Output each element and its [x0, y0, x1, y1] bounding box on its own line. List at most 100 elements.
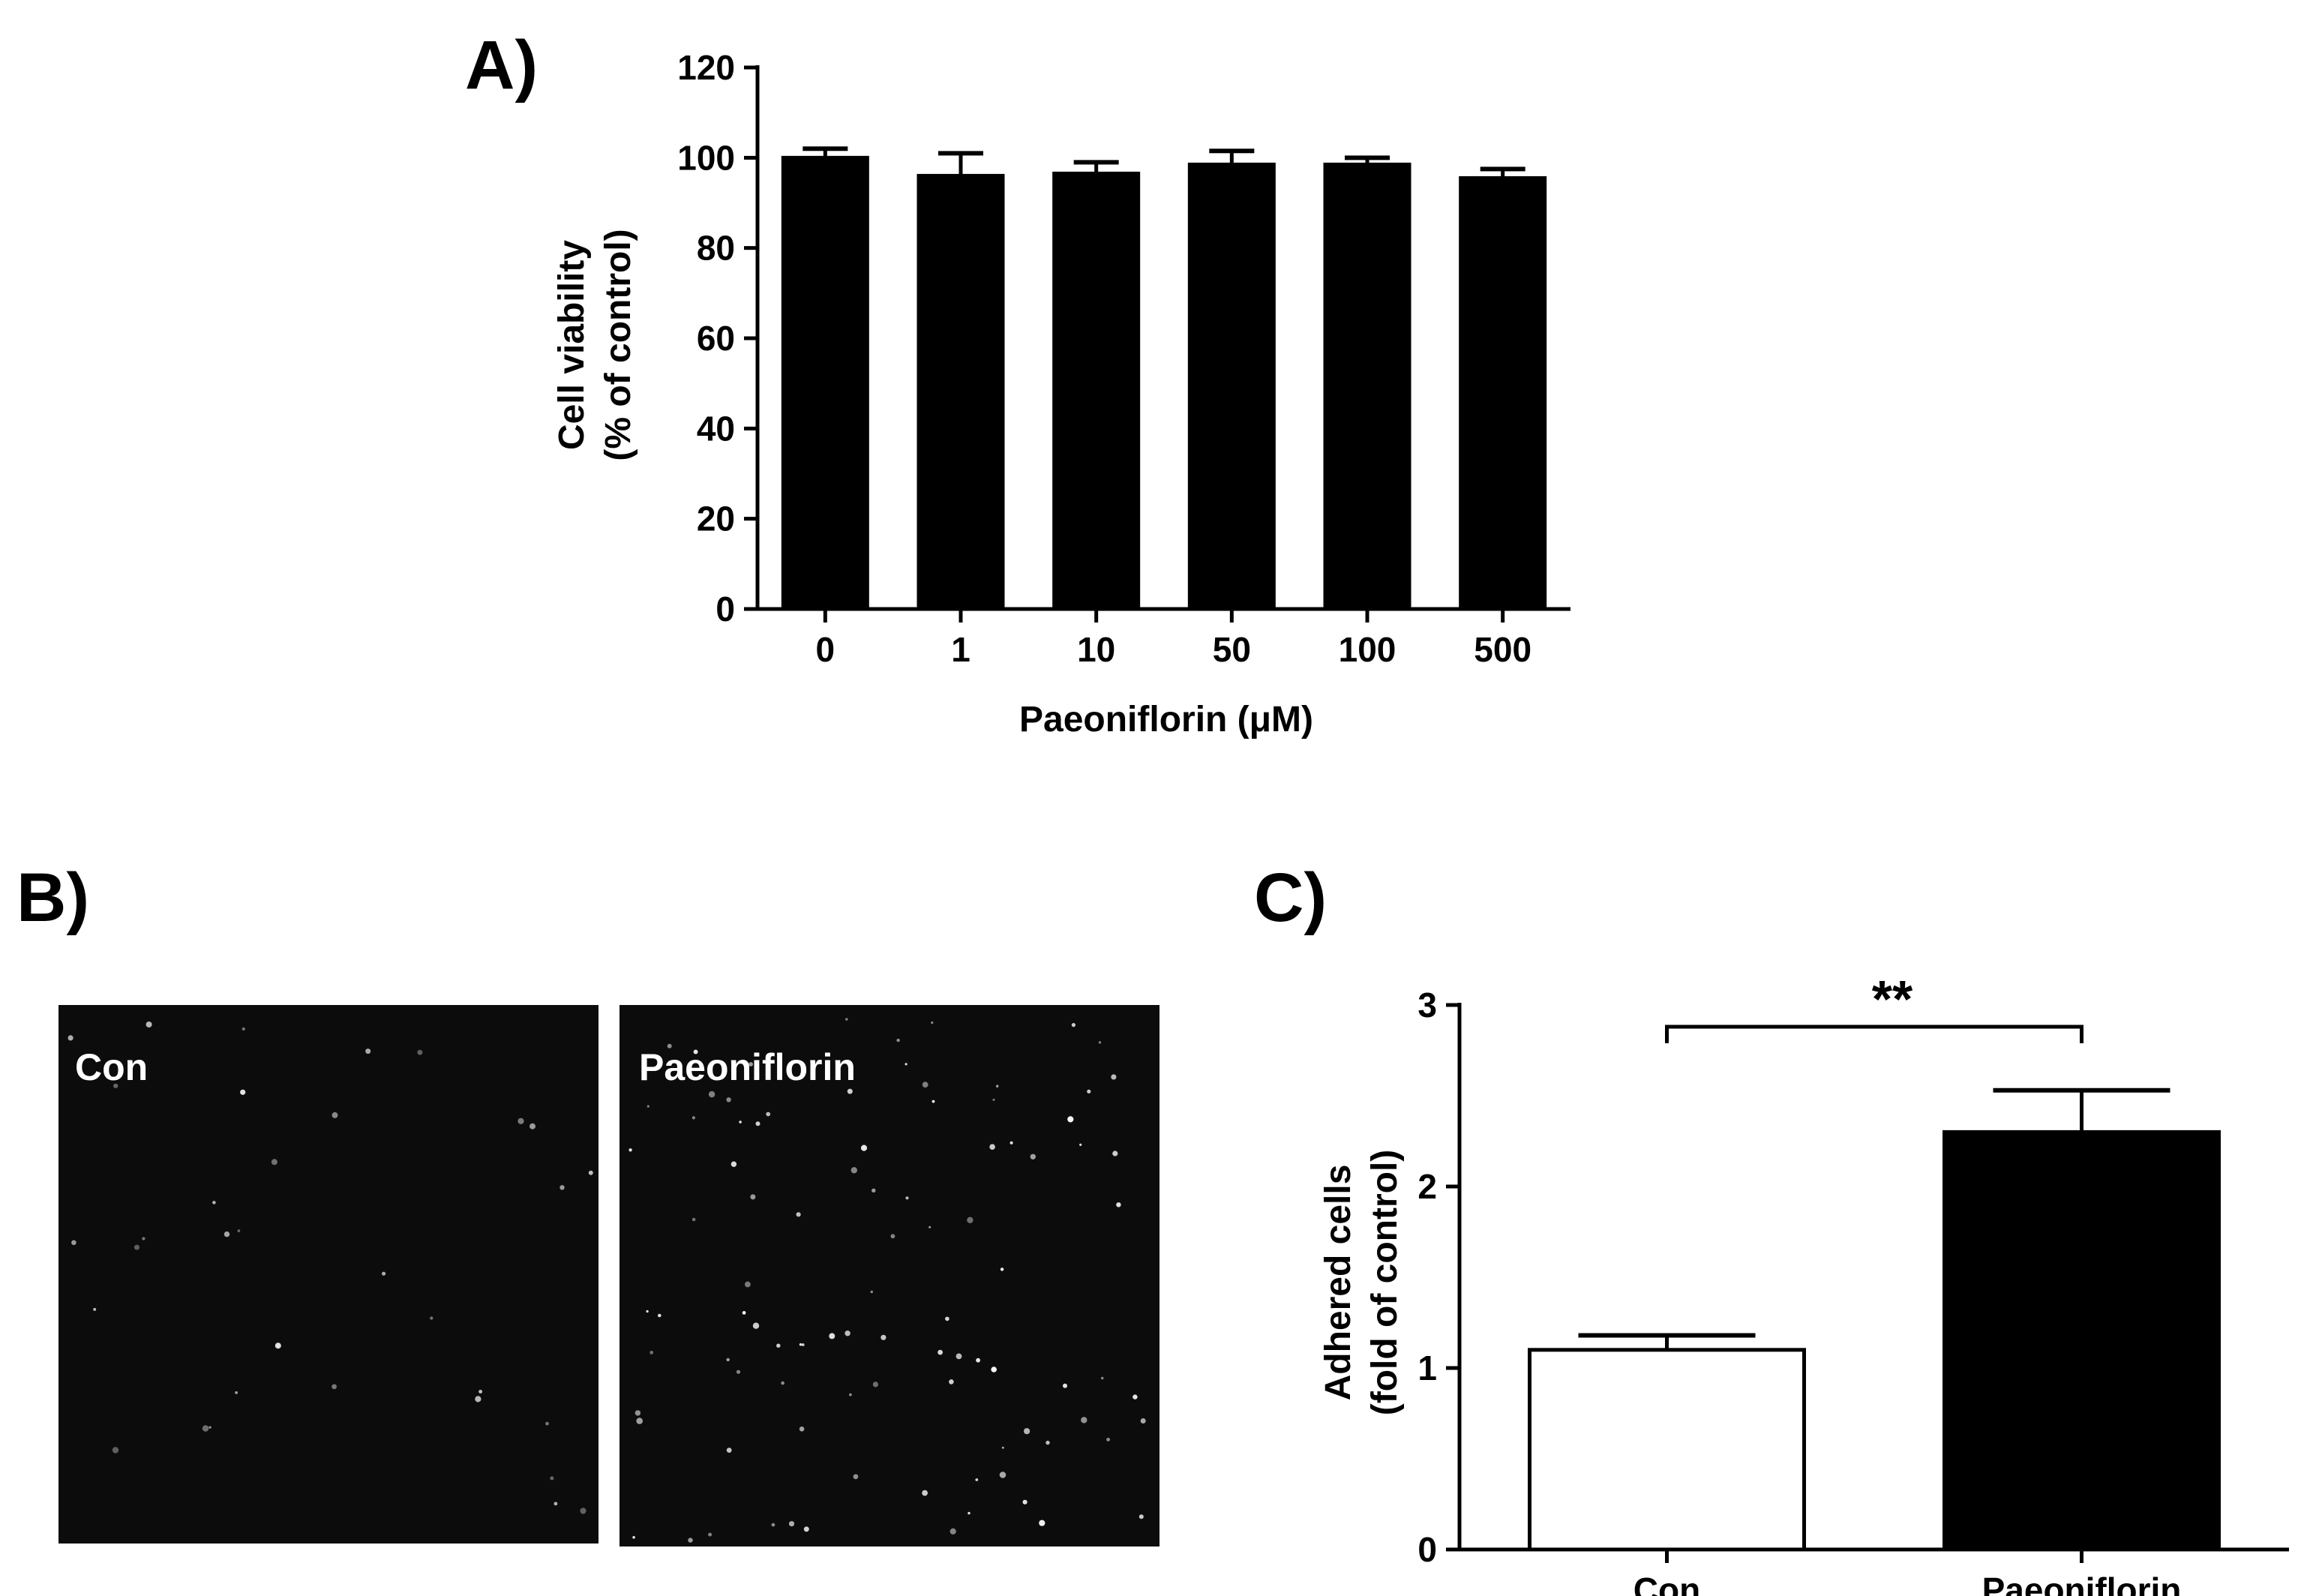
panel-label-c: C) [1254, 860, 1327, 936]
cell-dot [1039, 1520, 1046, 1526]
chart-a-y-tick-label: 40 [697, 409, 735, 448]
cell-dot [1010, 1141, 1013, 1144]
cell-dot [636, 1418, 643, 1424]
panel-label-b: B) [16, 860, 89, 936]
cell-dot [766, 1112, 771, 1117]
cell-dot [708, 1090, 716, 1098]
cell-dot [1000, 1268, 1004, 1271]
cell-dot [730, 1161, 737, 1167]
cell-dot [976, 1358, 980, 1363]
cell-dot [646, 1105, 650, 1108]
cell-dot [726, 1097, 731, 1102]
micrograph-con-label: Con [75, 1046, 148, 1088]
cell-dot [1140, 1418, 1146, 1424]
cell-dot [658, 1313, 662, 1318]
chart-a-x-tick-label: 100 [1339, 630, 1396, 669]
cell-dot [928, 1226, 932, 1228]
chart-a-bar [1187, 162, 1276, 611]
cell-dot [847, 1088, 853, 1094]
chart-a-y-axis-title-line1: Cell viability [552, 240, 592, 450]
cell-dot [1087, 1089, 1091, 1094]
cell-dot [634, 1410, 641, 1416]
chart-c-y-axis-title-line1: Adhered cells [1318, 1165, 1358, 1401]
cell-dot [237, 1229, 241, 1232]
chart-a-y-tick-label: 60 [697, 319, 735, 358]
cell-dot [475, 1396, 482, 1402]
cell-dot [688, 1538, 693, 1543]
cell-dot [736, 1370, 741, 1374]
significance-bracket [1665, 1024, 2084, 1043]
cell-dot [975, 1478, 979, 1481]
cell-dot [646, 1310, 649, 1313]
cell-dot [417, 1049, 423, 1055]
cell-dot [332, 1384, 337, 1390]
chart-c-y-axis-title-line2: (fold of control) [1365, 1150, 1405, 1416]
cell-dot [932, 1100, 935, 1103]
cell-dot [632, 1536, 635, 1539]
chart-a-y-axis-title-line2: (% of control) [598, 229, 638, 460]
cell-dot [890, 1234, 896, 1239]
cell-dot [992, 1098, 995, 1101]
chart-a-bar [1323, 162, 1412, 611]
chart-a-bar [1052, 171, 1141, 611]
cell-dot [242, 1027, 245, 1031]
cell-dot [752, 1322, 760, 1329]
chart-c-x-tick-label: Paeoniflorin [1982, 1570, 2182, 1596]
cell-dot [950, 1528, 956, 1534]
cell-dot [274, 1342, 281, 1349]
cell-dot [726, 1358, 730, 1362]
cell-dot [1138, 1514, 1144, 1520]
cell-dot [68, 1035, 74, 1041]
micrograph-panel: Con Paeoniflorin [58, 1005, 1160, 1546]
cell-dot [803, 1526, 809, 1532]
chart-a-y-tick-label: 120 [677, 48, 735, 87]
cell-dot [922, 1490, 928, 1496]
chart-a-x-tick-label: 0 [816, 630, 836, 669]
cell-dot [1098, 1041, 1102, 1044]
cell-dot [748, 1062, 753, 1066]
cell-dot [904, 1063, 908, 1066]
cell-dot [478, 1390, 483, 1394]
chart-a-x-tick-label: 50 [1213, 630, 1251, 669]
cell-dot [872, 1188, 876, 1193]
cell-dot [628, 1148, 632, 1152]
chart-a-x-tick-label: 10 [1077, 630, 1115, 669]
cell-dot [550, 1476, 554, 1480]
cell-dot [799, 1426, 805, 1432]
cell-dot [554, 1502, 558, 1506]
chart-a-y-tick-label: 20 [697, 500, 735, 538]
cell-dot [365, 1048, 371, 1054]
cell-dot [745, 1281, 751, 1288]
cell-dot [545, 1421, 549, 1426]
cell-dot [240, 1089, 246, 1095]
cell-dot [113, 1083, 118, 1088]
cell-dot [1024, 1428, 1030, 1435]
cell-dot [1071, 1023, 1076, 1028]
chart-c-y-tick-label: 3 [1418, 986, 1437, 1024]
cell-dot [112, 1447, 119, 1454]
micrograph-con [58, 1005, 598, 1544]
cell-dot [667, 1043, 672, 1048]
chart-a-y-tick-label: 100 [677, 138, 735, 177]
micrograph-paeoniflorin-cells [628, 1018, 1146, 1543]
cell-dot [430, 1316, 434, 1320]
cell-dot [956, 1353, 962, 1360]
cell-dot [71, 1240, 76, 1246]
cell-dot [1100, 1376, 1104, 1380]
chart-c-bar [1942, 1130, 2221, 1552]
chart-c-x-tick-label: Con [1634, 1570, 1700, 1596]
cell-dot [776, 1343, 781, 1348]
cell-dot [801, 1343, 805, 1346]
cell-dot [999, 1472, 1006, 1478]
cell-dot [860, 1144, 868, 1151]
cell-dot [202, 1425, 209, 1432]
cell-dot [781, 1381, 784, 1385]
cell-dot [853, 1474, 859, 1480]
cell-dot [146, 1022, 152, 1028]
cell-dot [796, 1212, 801, 1217]
cell-dot [750, 1194, 756, 1200]
cell-dot [938, 1349, 943, 1355]
cell-dot [1111, 1074, 1117, 1080]
cell-dot [755, 1121, 760, 1126]
cell-dot [93, 1307, 97, 1311]
